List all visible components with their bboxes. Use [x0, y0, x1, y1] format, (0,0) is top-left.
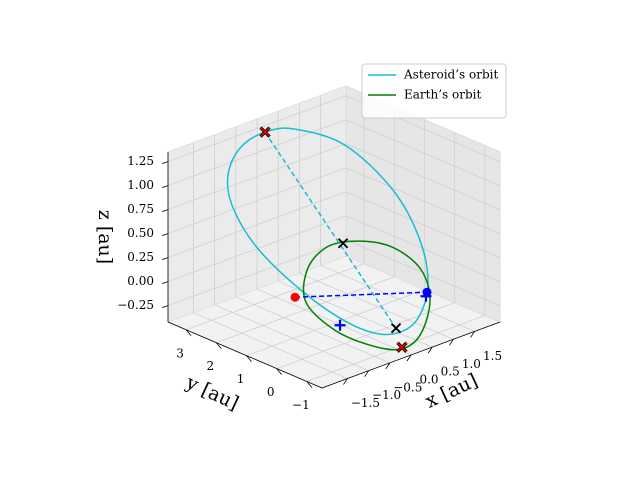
- x-axis-line: [321, 321, 501, 389]
- z-tick-label: 0.25: [127, 250, 154, 264]
- grid-line: [214, 304, 369, 372]
- tick-mark: [427, 346, 433, 354]
- grid-line: [167, 119, 347, 186]
- x-tick-label: −0.5: [393, 380, 422, 394]
- plus-marker: [334, 319, 346, 331]
- grid-line: [276, 302, 455, 369]
- x-tick-label: 1.0: [462, 357, 481, 371]
- x-marker: [390, 323, 402, 334]
- legend-label: Earth’s orbit: [404, 88, 481, 102]
- x-marker: [260, 127, 271, 138]
- tick-mark: [385, 362, 391, 370]
- grid-line: [193, 312, 348, 379]
- x-tick-label: −1.0: [372, 388, 401, 402]
- tick-mark: [364, 370, 369, 377]
- y-axis-line: [167, 321, 323, 389]
- z-axis-label: z [au]: [94, 210, 116, 264]
- tick-mark: [449, 339, 454, 346]
- tick-mark: [343, 378, 348, 385]
- plot-area: [226, 126, 432, 353]
- grid-line: [345, 143, 501, 210]
- z-tick-label: −0.25: [117, 298, 154, 312]
- grid-line: [345, 191, 501, 259]
- grid-line: [185, 263, 365, 331]
- legend: Asteroid’s orbit Earth’s orbit: [361, 63, 507, 119]
- x-tick-label: 1.5: [483, 349, 502, 363]
- tick-mark: [161, 305, 169, 309]
- z-tick-label: 0.75: [127, 202, 154, 216]
- grid-line: [256, 288, 412, 356]
- x-tick-label: 0.5: [441, 365, 460, 379]
- tick-mark: [276, 368, 283, 375]
- tick-mark: [470, 331, 475, 338]
- dashed-line: [264, 131, 397, 329]
- grid-line: [345, 119, 501, 186]
- tick-mark: [216, 342, 222, 349]
- z-tick-label: 1.25: [127, 154, 154, 168]
- tick-mark: [185, 329, 192, 337]
- grid-line: [167, 143, 347, 211]
- grid-line: [345, 167, 501, 235]
- dashed-line: [295, 291, 428, 298]
- panes: [166, 85, 502, 389]
- grid-line: [235, 296, 390, 364]
- z-tick-label: 1.00: [127, 178, 154, 192]
- y-tick-label: −1: [292, 398, 310, 412]
- grid: [167, 93, 501, 382]
- tick-mark: [161, 209, 169, 213]
- legend-box: [361, 63, 507, 119]
- x-marker: [337, 238, 349, 249]
- legend-label: Asteroid’s orbit: [403, 68, 498, 82]
- tick-mark: [161, 281, 169, 285]
- grid-line: [306, 315, 486, 382]
- y-tick-label: 1: [237, 372, 245, 386]
- y-tick-label: 3: [176, 346, 184, 360]
- tick-mark: [406, 354, 412, 362]
- x-tick-label: −1.5: [351, 396, 380, 410]
- z-tick-label: 0.00: [127, 274, 154, 288]
- y-axis-label: y [au]: [182, 371, 242, 415]
- tick-mark: [306, 381, 313, 388]
- y-tick-label: 0: [267, 385, 275, 399]
- z-tick-label: 0.50: [127, 226, 154, 240]
- tick-mark: [161, 185, 169, 188]
- grid-line: [216, 276, 395, 344]
- grid-line: [167, 95, 347, 162]
- grid-line: [299, 272, 454, 340]
- tick-mark: [161, 233, 169, 237]
- grid-line: [167, 239, 347, 307]
- x-tick-label: 0.0: [419, 373, 438, 387]
- orbit-line: [302, 240, 431, 351]
- tick-mark: [161, 257, 169, 261]
- grid-line: [167, 191, 347, 259]
- tick-mark: [246, 355, 252, 362]
- grid-line: [246, 289, 425, 357]
- grid-line: [167, 167, 347, 235]
- y-tick-label: 2: [206, 359, 214, 373]
- point-marker: [290, 292, 300, 302]
- axes: −1.5−1.0−0.50.00.51.01.5 −1 0 1 2 3 −0.25 0.00 0…: [117, 152, 502, 412]
- x-marker: [396, 342, 407, 353]
- tick-mark: [161, 161, 169, 164]
- grid-line: [320, 265, 475, 332]
- orbit-line: [226, 127, 429, 336]
- point-marker: [422, 287, 432, 297]
